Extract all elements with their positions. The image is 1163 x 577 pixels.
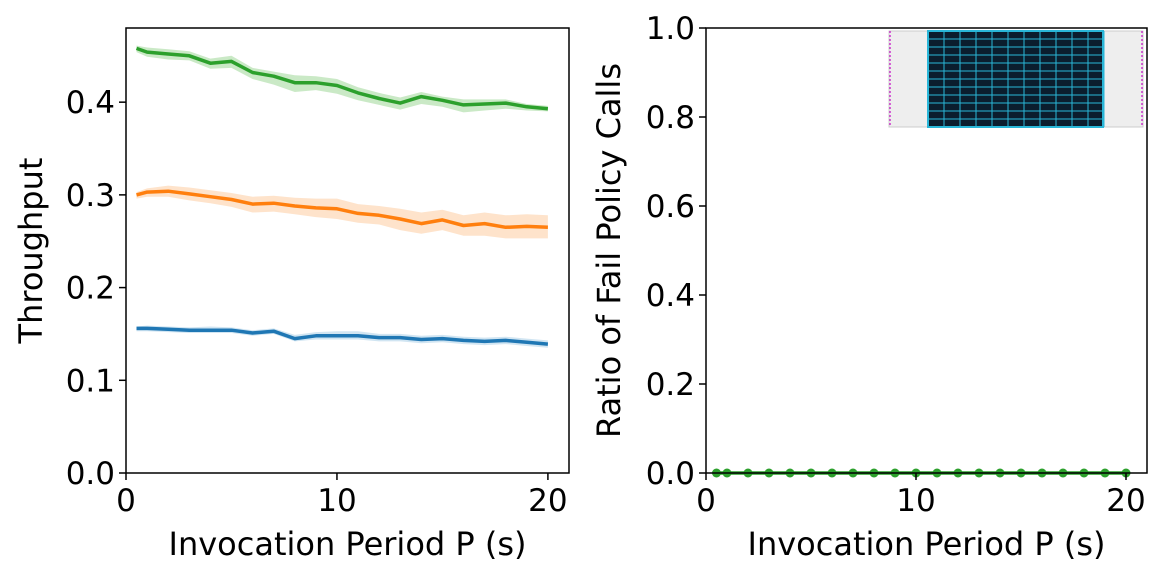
throughput-series-0-band	[136, 45, 548, 113]
throughput-xtick-label: 10	[317, 483, 356, 519]
fail-ratio-x-axis-label: Invocation Period P (s)	[748, 525, 1106, 563]
throughput-xtick-label: 0	[116, 483, 136, 519]
fail-ratio-ytick-label: 0.6	[646, 189, 695, 225]
throughput-series-2-line	[136, 326, 549, 346]
fail-ratio-ytick-label: 0.4	[646, 278, 695, 314]
throughput-ytick-label: 0.4	[66, 85, 115, 121]
throughput-y-axis-label: Throughput	[12, 158, 50, 345]
throughput-ytick-label: 0.2	[66, 271, 115, 307]
throughput-ytick-label: 0.3	[66, 178, 115, 214]
throughput-series-0-line	[135, 46, 549, 111]
throughput-series-1-line	[136, 189, 548, 230]
fail-ratio-xtick-label: 20	[1106, 483, 1145, 519]
throughput-series-1-band	[136, 185, 548, 239]
fail-ratio-ytick-label: 0.0	[646, 456, 695, 492]
fail-ratio-ytick-label: 0.8	[646, 100, 695, 136]
fail-ratio-plot-frame	[705, 27, 1148, 474]
fail-ratio-y-axis-label: Ratio of Fail Policy Calls	[590, 63, 628, 438]
fail-ratio-ytick-label: 0.2	[646, 367, 695, 403]
throughput-ytick-label: 0.0	[66, 456, 115, 492]
fail-ratio-ytick-label: 1.0	[646, 11, 695, 47]
throughput-xtick-label: 20	[528, 483, 567, 519]
throughput-ytick-label: 0.1	[66, 363, 115, 399]
throughput-chart: 0 10 20 0.0 0.1 0.2 0.3 0.4 Invocation Period P …	[12, 27, 570, 563]
fail-ratio-xtick-label: 10	[896, 483, 935, 519]
legend	[888, 30, 1144, 128]
fail-ratio-xtick-label: 0	[696, 483, 716, 519]
throughput-x-axis-label: Invocation Period P (s)	[169, 525, 527, 563]
throughput-plot-frame	[125, 27, 570, 474]
fail-ratio-chart: 0 10 20 0.0 0.2 0.4 0.6 0.8 1.0 Invocation Period…	[590, 11, 1148, 563]
